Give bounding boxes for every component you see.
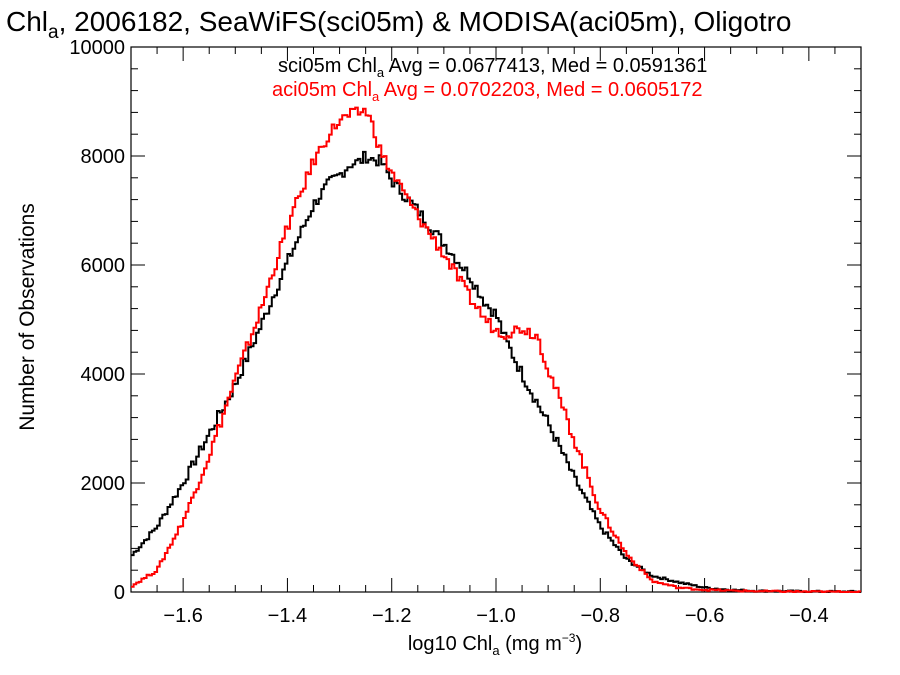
x-axis-label: log10 Chla (mg m−3) [408,631,582,658]
x-tick-label: −0.4 [789,605,828,627]
legend-aci05m-stats: Avg = 0.0702203, Med = 0.0605172 [379,79,702,101]
y-axis-label: Number of Observations [16,203,39,431]
series-sci05m [131,150,861,593]
y-tick-label: 10000 [69,37,125,59]
stats-legend: sci05m Chla Avg = 0.0677413, Med = 0.059… [272,55,707,104]
series-line-sci05m [131,150,861,593]
x-tick-label: −0.6 [685,605,724,627]
xlabel-subscript: a [492,643,500,658]
legend-aci05m-subscript: a [372,89,380,104]
x-tick-label: −0.8 [581,605,620,627]
series-group [131,106,861,593]
y-tick-label: 8000 [81,146,126,168]
y-tick-label: 6000 [81,255,126,277]
legend-sci05m-stats: Avg = 0.0677413, Med = 0.0591361 [384,55,707,77]
legend-aci05m-prefix: aci05m Chl [272,79,372,101]
plot-border [130,46,862,593]
series-line-aci05m [131,106,861,593]
xlabel-end: ) [575,633,582,655]
x-tick-label: −1.4 [268,605,307,627]
series-aci05m [131,106,861,593]
title-rest: , 2006182, SeaWiFS(sci05m) & MODISA(aci0… [59,6,792,37]
x-axis: −1.6 −1.4 −1.2 −1.0 −0.8 −0.6 −0.4 [130,47,862,627]
title-prefix: Chl [6,6,48,37]
xlabel-superscript: −3 [562,631,576,645]
y-tick-label: 2000 [81,473,126,495]
plot-frame [130,46,862,593]
x-tick-label: −1.0 [476,605,515,627]
legend-entry-aci05m: aci05m Chla Avg = 0.0702203, Med = 0.060… [272,79,703,104]
xlabel-prefix: log10 Chl [408,633,493,655]
y-tick-label: 0 [114,582,125,604]
y-axis: 0 2000 4000 6000 8000 10000 [69,37,861,604]
title-subscript: a [48,22,59,43]
x-tick-label: −1.6 [163,605,202,627]
xlabel-mid: (mg m [500,633,562,655]
x-tick-label: −1.2 [372,605,411,627]
legend-entry-sci05m: sci05m Chla Avg = 0.0677413, Med = 0.059… [278,55,707,80]
legend-sci05m-prefix: sci05m Chl [278,55,377,77]
y-tick-label: 4000 [81,364,126,386]
chart-title: Chla, 2006182, SeaWiFS(sci05m) & MODISA(… [6,6,792,43]
legend-sci05m-subscript: a [377,65,385,80]
